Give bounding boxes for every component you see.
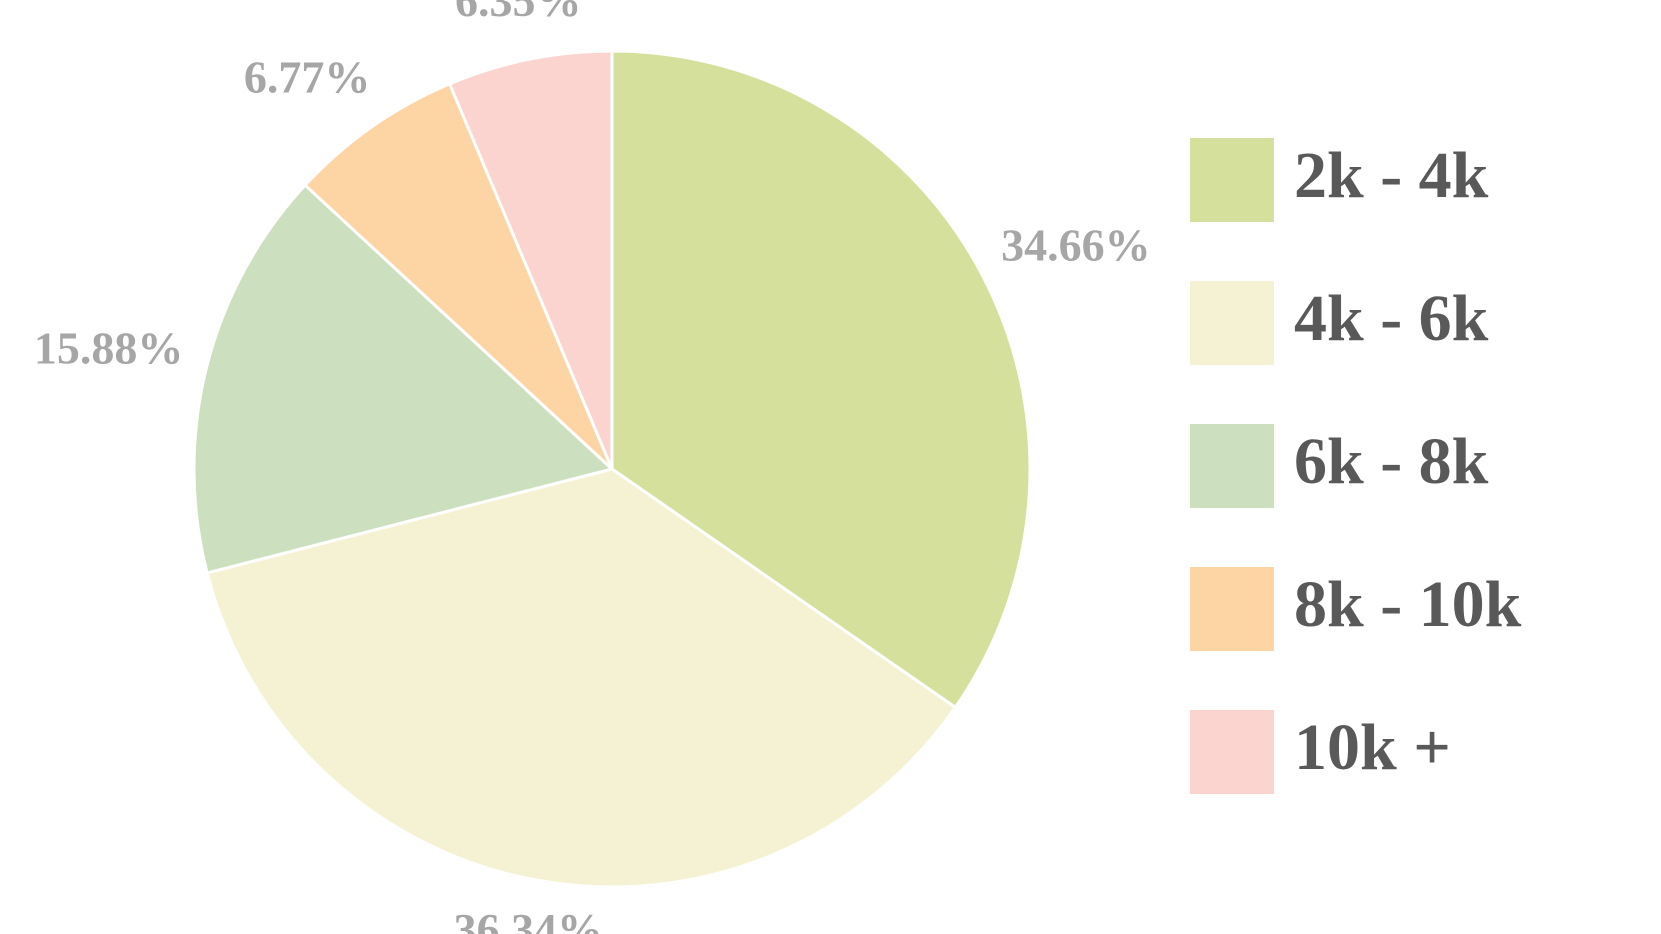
pie-slice — [192, 183, 616, 575]
value-label: 34.66% — [1001, 219, 1151, 270]
legend-label: 10k + — [1294, 711, 1451, 784]
value-label: 6.35% — [455, 0, 582, 26]
legend-label: 2k - 4k — [1294, 139, 1489, 212]
value-label: 36.34% — [454, 904, 604, 934]
legend-label: 4k - 6k — [1294, 282, 1489, 355]
pie-slice — [610, 49, 1032, 710]
pie-slice — [303, 81, 614, 471]
legend-swatch — [1190, 281, 1274, 365]
legend-swatch — [1190, 138, 1274, 222]
legend-label: 6k - 8k — [1294, 425, 1489, 498]
value-label: 15.88% — [34, 323, 184, 374]
legend-swatch — [1190, 710, 1274, 794]
value-label: 6.77% — [244, 51, 371, 102]
pie-slice — [205, 467, 958, 889]
pie-slice — [447, 49, 614, 470]
legend-swatch — [1190, 567, 1274, 651]
legend-label: 8k - 10k — [1294, 568, 1522, 641]
legend-swatch — [1190, 424, 1274, 508]
